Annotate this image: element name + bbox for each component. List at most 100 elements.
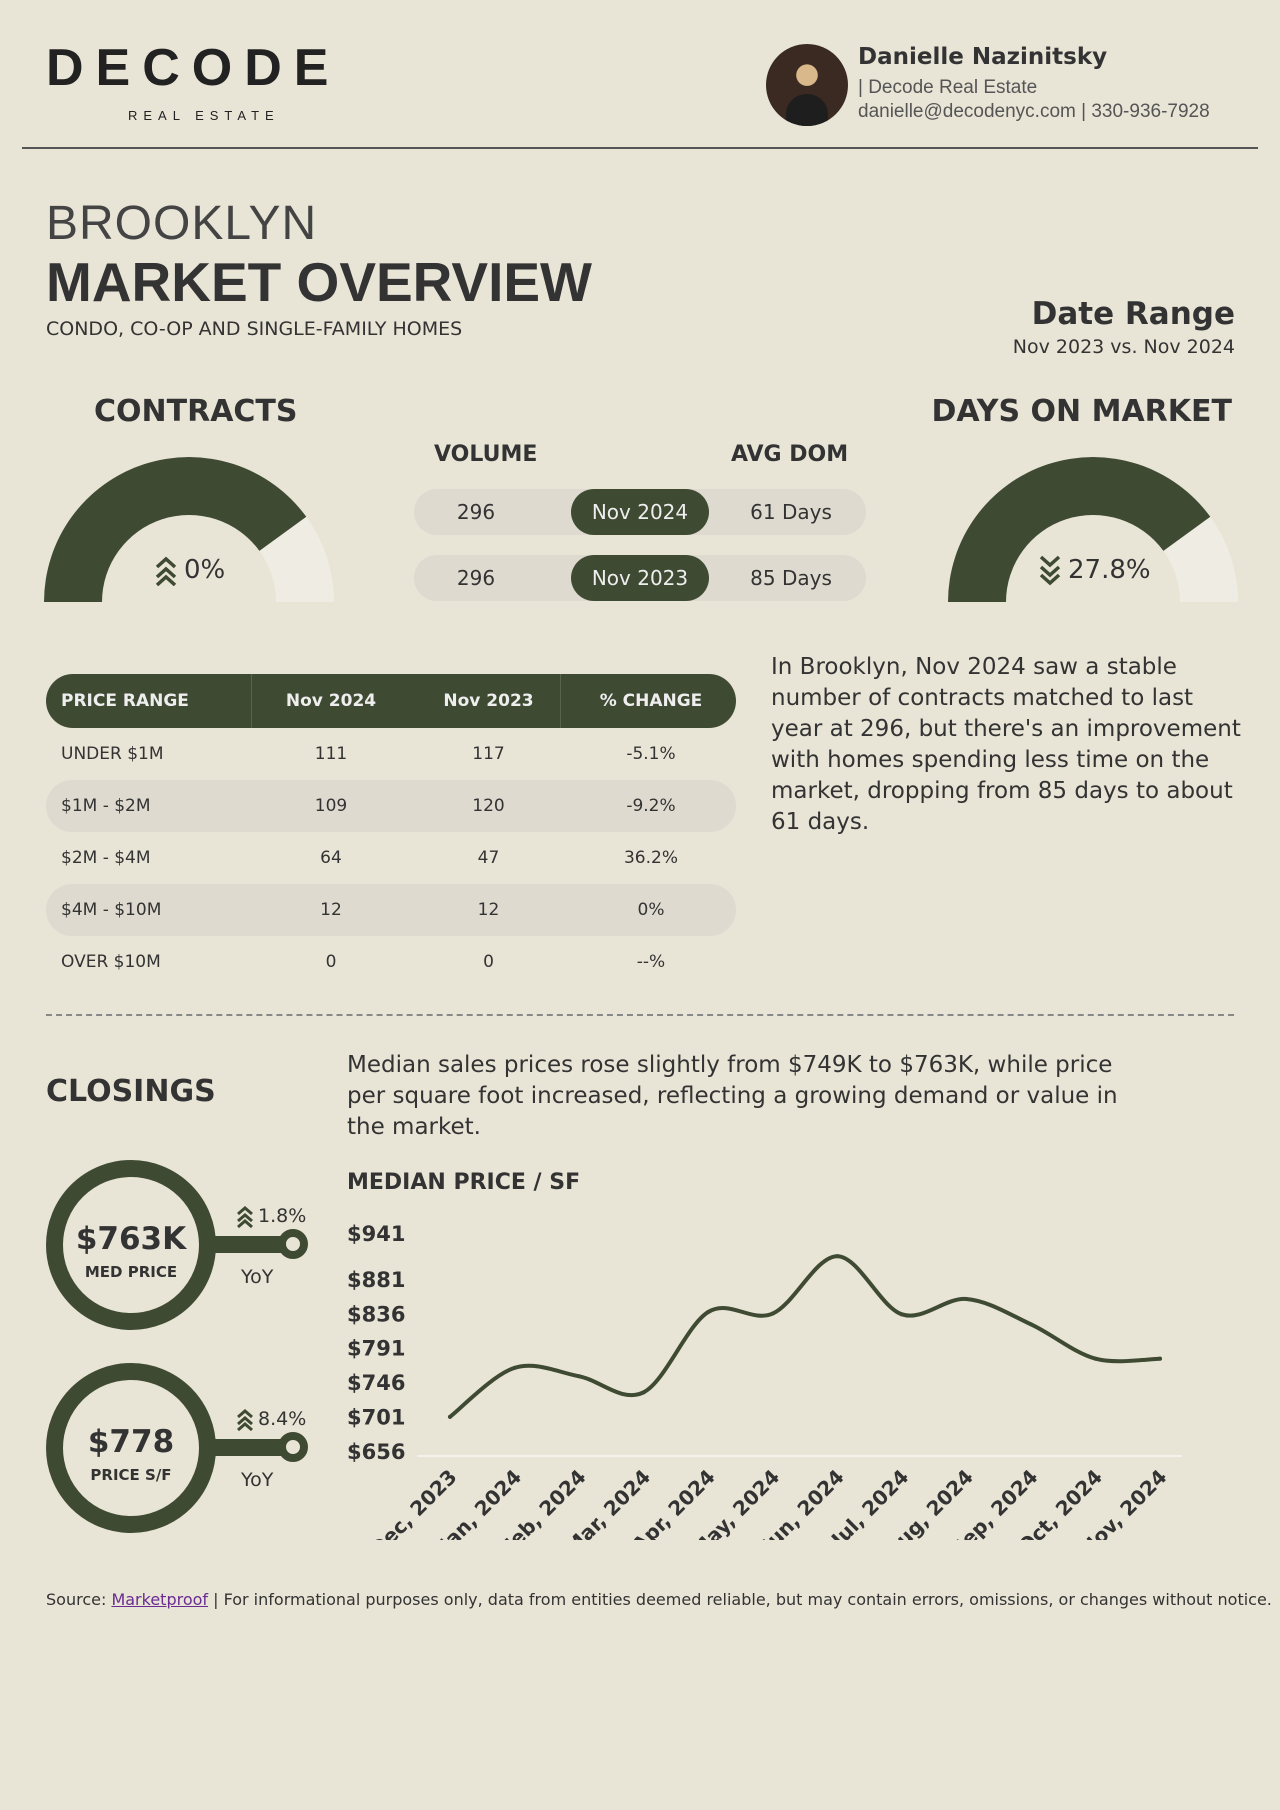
source-link[interactable]: Marketproof: [111, 1590, 209, 1609]
table-row: OVER $10M 0 0 --%: [46, 936, 736, 988]
compare-row-current: 296 Nov 2024 61 Days: [414, 489, 866, 535]
price-sf-label: PRICE S/F: [90, 1466, 172, 1484]
dom-change: 27.8%: [1038, 554, 1151, 586]
data-point: [964, 1297, 969, 1302]
table-row: $2M - $4M 64 47 36.2%: [46, 832, 736, 884]
date-range-value: Nov 2023 vs. Nov 2024: [1012, 336, 1235, 358]
cell-current: 0: [325, 952, 337, 972]
cell-change: -9.2%: [626, 796, 676, 816]
period-badge: Nov 2023: [571, 555, 709, 601]
med-price-value: $763K: [75, 1221, 187, 1257]
cell-range: $4M - $10M: [61, 900, 162, 920]
price-sf-change-value: 8.4%: [258, 1408, 307, 1430]
cell-range: $2M - $4M: [61, 848, 151, 868]
period-badge: Nov 2024: [571, 489, 709, 535]
dom-heading: DAYS ON MARKET: [931, 394, 1232, 429]
volume-value: 296: [456, 566, 496, 590]
data-point: [899, 1312, 904, 1317]
header-divider: [22, 147, 1258, 149]
price-sf-connector: [208, 1439, 292, 1456]
volume-value: 296: [456, 500, 496, 524]
contracts-change: 0%: [154, 554, 225, 586]
table-row: $1M - $2M 109 120 -9.2%: [46, 780, 736, 832]
table-row: $4M - $10M 12 12 0%: [46, 884, 736, 936]
area-title: BROOKLYN: [46, 197, 318, 250]
y-tick-label: $791: [347, 1337, 405, 1361]
header-previous: Nov 2023: [443, 691, 534, 711]
dom-value: 61 Days: [750, 500, 832, 524]
date-range-label: Date Range: [1031, 296, 1235, 332]
table-header: PRICE RANGE Nov 2024 Nov 2023 % CHANGE: [46, 674, 736, 728]
contracts-change-value: 0%: [184, 555, 226, 585]
y-tick-label: $746: [347, 1371, 405, 1395]
data-point: [512, 1365, 517, 1370]
data-point: [706, 1310, 711, 1315]
cell-range: $1M - $2M: [61, 796, 151, 816]
header-change: % CHANGE: [599, 691, 703, 711]
volume-label: VOLUME: [434, 442, 538, 467]
price-sf-value: $778: [87, 1424, 175, 1460]
data-point: [1093, 1356, 1098, 1361]
brand-logo: DECODE: [46, 39, 341, 97]
avg-dom-label: AVG DOM: [731, 442, 849, 467]
header-current: Nov 2024: [285, 691, 377, 711]
cell-change: --%: [636, 952, 666, 972]
contracts-heading: CONTRACTS: [94, 394, 298, 429]
med-price-label: MED PRICE: [84, 1263, 178, 1281]
contracts-gauge-fill: [44, 457, 307, 602]
page-subtitle: CONDO, CO-OP AND SINGLE-FAMILY HOMES: [46, 318, 463, 340]
price-sf-ring: $778 PRICE S/F: [46, 1363, 216, 1533]
dom-gauge-fill: [948, 457, 1211, 602]
double-chevron-up-icon: [237, 1206, 253, 1228]
agent-name: Danielle Nazinitsky: [858, 44, 1108, 70]
cell-change: 36.2%: [623, 848, 678, 868]
cell-range: UNDER $1M: [61, 744, 164, 764]
cell-previous: 117: [472, 744, 505, 764]
double-chevron-down-icon: [1039, 555, 1061, 586]
double-chevron-up-icon: [237, 1409, 253, 1431]
price-sf-knob: [278, 1432, 308, 1462]
agent-company: | Decode Real Estate: [858, 77, 1038, 98]
dom-value: 85 Days: [750, 566, 832, 590]
y-tick-label: $701: [347, 1406, 405, 1430]
dom-change-value: 27.8%: [1068, 555, 1151, 585]
med-price-ring: $763K MED PRICE: [46, 1160, 216, 1330]
cell-current: 109: [314, 796, 348, 816]
cell-current: 64: [320, 848, 342, 868]
y-tick-label: $941: [347, 1222, 405, 1246]
cell-previous: 12: [477, 900, 500, 920]
med-price-change: 1.8%: [236, 1204, 306, 1228]
data-point: [835, 1254, 840, 1259]
closings-summary: Median sales prices rose slightly from $…: [347, 1052, 1118, 1140]
footer-prefix: Source:: [46, 1590, 112, 1609]
dom-gauge: [948, 457, 1238, 602]
cell-current: 12: [320, 900, 342, 920]
brand-subtitle: REAL ESTATE: [128, 108, 280, 123]
contracts-gauge: [44, 457, 334, 602]
compare-row-previous: 296 Nov 2023 85 Days: [414, 555, 866, 601]
agent-contact[interactable]: danielle@decodenyc.com | 330-936-7928: [858, 101, 1210, 122]
data-point: [770, 1311, 775, 1316]
cell-change: -5.1%: [626, 744, 676, 764]
med-price-knob: [278, 1229, 308, 1259]
footer-disclaimer: | For informational purposes only, data …: [208, 1590, 1272, 1609]
chart-title: MEDIAN PRICE / SF: [347, 1170, 581, 1195]
data-point: [1158, 1356, 1162, 1361]
footer-source: Source: Marketproof | For informational …: [46, 1590, 1272, 1609]
median-price-sf-series-line: [448, 1254, 1162, 1419]
cell-previous: 0: [483, 952, 494, 972]
cell-range: OVER $10M: [61, 952, 161, 972]
data-point: [641, 1390, 646, 1395]
contracts-summary: In Brooklyn, Nov 2024 saw a stable numbe…: [771, 654, 1241, 835]
med-price-yoy: YoY: [241, 1266, 274, 1288]
data-point: [448, 1414, 452, 1419]
data-point: [577, 1374, 582, 1379]
price-sf-change: 8.4%: [236, 1407, 306, 1431]
med-price-change-value: 1.8%: [258, 1205, 307, 1227]
data-point: [1028, 1322, 1033, 1327]
cell-change: 0%: [637, 900, 665, 920]
cell-previous: 47: [477, 848, 500, 868]
price-sf-yoy: YoY: [241, 1469, 274, 1491]
price-range-table: PRICE RANGE Nov 2024 Nov 2023 % CHANGE U…: [46, 674, 736, 988]
